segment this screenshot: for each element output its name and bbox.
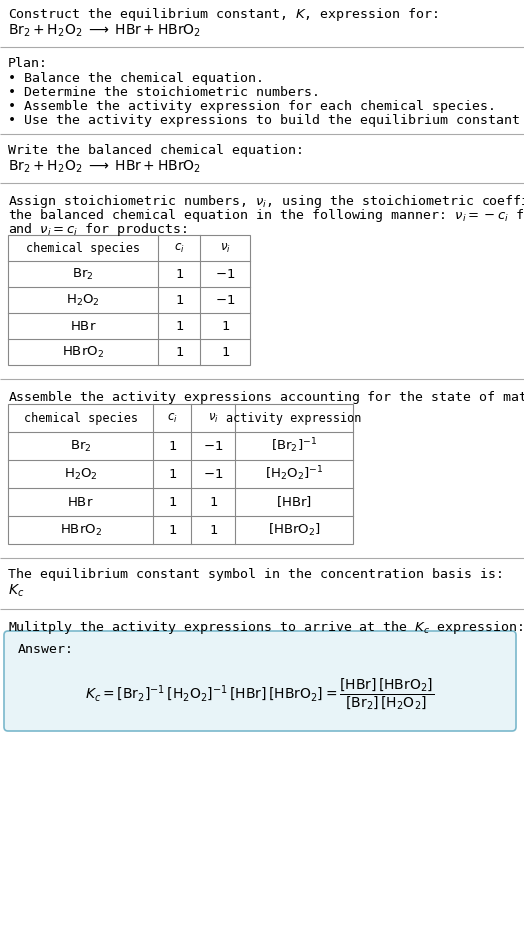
Bar (8, 404, 353, 544)
Text: activity expression: activity expression (226, 412, 362, 424)
FancyBboxPatch shape (4, 631, 516, 731)
Text: 1: 1 (209, 495, 217, 509)
Text: • Use the activity expressions to build the equilibrium constant expression.: • Use the activity expressions to build … (8, 114, 524, 127)
Text: chemical species: chemical species (24, 412, 137, 424)
Text: • Assemble the activity expression for each chemical species.: • Assemble the activity expression for e… (8, 100, 496, 113)
Text: 1: 1 (175, 345, 183, 359)
Text: 1: 1 (221, 320, 229, 332)
Text: $\mathrm{Br_2 + H_2O_2 \;\longrightarrow\; HBr + HBrO_2}$: $\mathrm{Br_2 + H_2O_2 \;\longrightarrow… (8, 23, 201, 40)
Text: Construct the equilibrium constant, $K$, expression for:: Construct the equilibrium constant, $K$,… (8, 6, 438, 23)
Text: the balanced chemical equation in the following manner: $\nu_i = -c_i$ for react: the balanced chemical equation in the fo… (8, 207, 524, 224)
Text: $[\mathrm{Br_2}]^{-1}$: $[\mathrm{Br_2}]^{-1}$ (271, 437, 317, 456)
Text: $c_i$: $c_i$ (167, 412, 177, 424)
Text: $c_i$: $c_i$ (173, 241, 184, 254)
Text: 1: 1 (168, 439, 176, 453)
Text: Assign stoichiometric numbers, $\nu_i$, using the stoichiometric coefficients, $: Assign stoichiometric numbers, $\nu_i$, … (8, 193, 524, 210)
Text: $-1$: $-1$ (215, 268, 235, 281)
Text: • Balance the chemical equation.: • Balance the chemical equation. (8, 72, 264, 85)
Text: $-1$: $-1$ (203, 468, 223, 480)
Text: and $\nu_i = c_i$ for products:: and $\nu_i = c_i$ for products: (8, 221, 187, 238)
Bar (8, 235, 250, 365)
Text: $\mathrm{HBrO_2}$: $\mathrm{HBrO_2}$ (60, 523, 102, 537)
Text: 1: 1 (168, 468, 176, 480)
Text: $[\mathrm{HBr}]$: $[\mathrm{HBr}]$ (276, 494, 312, 510)
Text: $\mathrm{HBr}$: $\mathrm{HBr}$ (67, 495, 94, 509)
Text: 1: 1 (175, 293, 183, 307)
Text: Plan:: Plan: (8, 57, 48, 70)
Text: $-1$: $-1$ (215, 293, 235, 307)
Text: 1: 1 (168, 495, 176, 509)
Text: The equilibrium constant symbol in the concentration basis is:: The equilibrium constant symbol in the c… (8, 568, 504, 581)
Text: • Determine the stoichiometric numbers.: • Determine the stoichiometric numbers. (8, 86, 320, 99)
Text: Assemble the activity expressions accounting for the state of matter and $\nu_i$: Assemble the activity expressions accoun… (8, 389, 524, 406)
Text: 1: 1 (168, 524, 176, 536)
Text: $\mathrm{Br_2 + H_2O_2 \;\longrightarrow\; HBr + HBrO_2}$: $\mathrm{Br_2 + H_2O_2 \;\longrightarrow… (8, 159, 201, 176)
Text: $\nu_i$: $\nu_i$ (208, 412, 219, 424)
Text: 1: 1 (209, 524, 217, 536)
Text: $\mathrm{HBrO_2}$: $\mathrm{HBrO_2}$ (62, 344, 104, 360)
Text: $-1$: $-1$ (203, 439, 223, 453)
Text: $[\mathrm{H_2O_2}]^{-1}$: $[\mathrm{H_2O_2}]^{-1}$ (265, 465, 323, 483)
Text: 1: 1 (175, 320, 183, 332)
Text: $\mathrm{Br_2}$: $\mathrm{Br_2}$ (70, 438, 91, 454)
Text: $K_c$: $K_c$ (8, 583, 24, 600)
Text: 1: 1 (175, 268, 183, 281)
Text: Mulitply the activity expressions to arrive at the $K_c$ expression:: Mulitply the activity expressions to arr… (8, 619, 523, 636)
Text: $K_c = [\mathrm{Br_2}]^{-1}\,[\mathrm{H_2O_2}]^{-1}\,[\mathrm{HBr}]\,[\mathrm{HB: $K_c = [\mathrm{Br_2}]^{-1}\,[\mathrm{H_… (85, 677, 434, 712)
Text: 1: 1 (221, 345, 229, 359)
Text: Write the balanced chemical equation:: Write the balanced chemical equation: (8, 144, 304, 157)
Text: $[\mathrm{HBrO_2}]$: $[\mathrm{HBrO_2}]$ (268, 522, 320, 538)
Text: $\mathrm{H_2O_2}$: $\mathrm{H_2O_2}$ (66, 292, 100, 307)
Text: $\mathrm{HBr}$: $\mathrm{HBr}$ (70, 320, 96, 332)
Text: $\mathrm{Br_2}$: $\mathrm{Br_2}$ (72, 267, 94, 282)
Text: chemical species: chemical species (26, 241, 140, 254)
Text: $\nu_i$: $\nu_i$ (220, 241, 231, 254)
Text: Answer:: Answer: (18, 643, 74, 656)
Text: $\mathrm{H_2O_2}$: $\mathrm{H_2O_2}$ (63, 467, 97, 481)
